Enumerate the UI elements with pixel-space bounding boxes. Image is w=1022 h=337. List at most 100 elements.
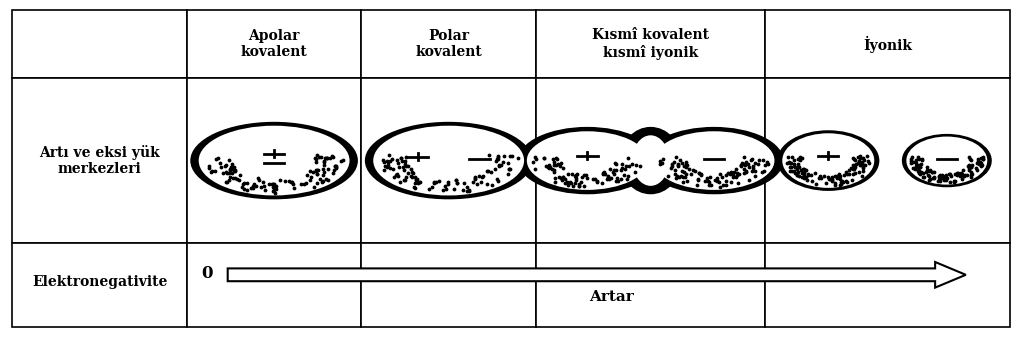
Point bbox=[803, 172, 820, 178]
Point bbox=[733, 162, 749, 167]
Point bbox=[400, 164, 416, 169]
Point bbox=[571, 183, 588, 189]
Point bbox=[312, 176, 328, 182]
Point bbox=[447, 186, 463, 191]
Point bbox=[311, 154, 327, 160]
Point bbox=[941, 171, 958, 176]
Point bbox=[800, 173, 817, 178]
Point bbox=[594, 180, 610, 186]
Point bbox=[910, 155, 926, 160]
Point bbox=[954, 176, 970, 182]
Point bbox=[679, 159, 695, 164]
Point bbox=[750, 161, 766, 166]
Point bbox=[550, 162, 566, 167]
Point bbox=[538, 163, 554, 168]
Point bbox=[932, 173, 948, 178]
Point bbox=[689, 183, 705, 188]
Point bbox=[246, 182, 263, 187]
Point bbox=[782, 165, 798, 170]
Point bbox=[459, 184, 475, 189]
Point bbox=[791, 155, 807, 160]
Point bbox=[747, 173, 763, 179]
Point bbox=[973, 155, 989, 161]
Point bbox=[709, 178, 726, 183]
Point bbox=[252, 184, 269, 190]
Point bbox=[561, 179, 577, 184]
Point bbox=[717, 182, 734, 188]
Point bbox=[221, 157, 237, 162]
Point bbox=[602, 167, 618, 172]
Point bbox=[597, 172, 613, 177]
Point bbox=[266, 187, 282, 193]
Point bbox=[920, 173, 936, 178]
Point bbox=[933, 173, 949, 179]
Point bbox=[397, 167, 413, 173]
Point bbox=[541, 165, 557, 170]
Point bbox=[606, 172, 622, 177]
Bar bbox=[536, 10, 765, 78]
Point bbox=[480, 153, 497, 158]
Point bbox=[796, 174, 812, 179]
Point bbox=[496, 154, 512, 159]
Point bbox=[669, 163, 686, 168]
Point bbox=[829, 175, 845, 181]
Point bbox=[400, 170, 416, 176]
Ellipse shape bbox=[645, 127, 784, 194]
Point bbox=[829, 174, 845, 179]
Point bbox=[464, 179, 480, 185]
Point bbox=[575, 172, 592, 178]
Point bbox=[701, 179, 717, 184]
Point bbox=[328, 163, 344, 169]
Point bbox=[409, 176, 425, 182]
Point bbox=[608, 167, 624, 173]
Point bbox=[378, 164, 394, 170]
Point bbox=[846, 157, 863, 162]
Point bbox=[407, 174, 423, 180]
Point bbox=[666, 171, 683, 177]
Point bbox=[526, 155, 543, 160]
Point bbox=[852, 163, 869, 168]
Point bbox=[492, 163, 508, 168]
Point bbox=[744, 156, 760, 161]
Point bbox=[832, 174, 848, 179]
Point bbox=[742, 157, 758, 162]
Point bbox=[328, 164, 344, 170]
Point bbox=[310, 172, 326, 177]
Point bbox=[527, 166, 544, 172]
Bar bbox=[187, 10, 362, 78]
Point bbox=[790, 163, 806, 169]
Point bbox=[782, 168, 798, 174]
Point bbox=[221, 178, 237, 183]
Point bbox=[758, 159, 775, 165]
Point bbox=[398, 174, 414, 179]
Point bbox=[607, 178, 623, 183]
Point bbox=[243, 186, 260, 191]
Point bbox=[747, 160, 763, 166]
Ellipse shape bbox=[518, 127, 657, 194]
Point bbox=[902, 158, 919, 163]
Point bbox=[213, 164, 229, 170]
Point bbox=[666, 159, 683, 164]
Point bbox=[325, 170, 341, 176]
Point bbox=[227, 176, 243, 181]
Point bbox=[847, 164, 864, 170]
Point bbox=[908, 161, 924, 166]
Point bbox=[951, 173, 968, 178]
Point bbox=[690, 177, 706, 183]
Point bbox=[326, 167, 342, 172]
Point bbox=[972, 159, 988, 164]
Point bbox=[202, 169, 219, 175]
Point bbox=[267, 190, 283, 195]
Point bbox=[740, 161, 756, 166]
Point bbox=[924, 169, 940, 175]
Point bbox=[501, 166, 517, 172]
Point bbox=[663, 161, 680, 166]
Point bbox=[541, 163, 557, 168]
Point bbox=[719, 170, 736, 175]
Point bbox=[612, 167, 629, 173]
Point bbox=[725, 172, 741, 178]
Point bbox=[861, 160, 877, 165]
Point bbox=[794, 170, 810, 175]
Point bbox=[308, 168, 324, 174]
Point bbox=[919, 164, 935, 170]
